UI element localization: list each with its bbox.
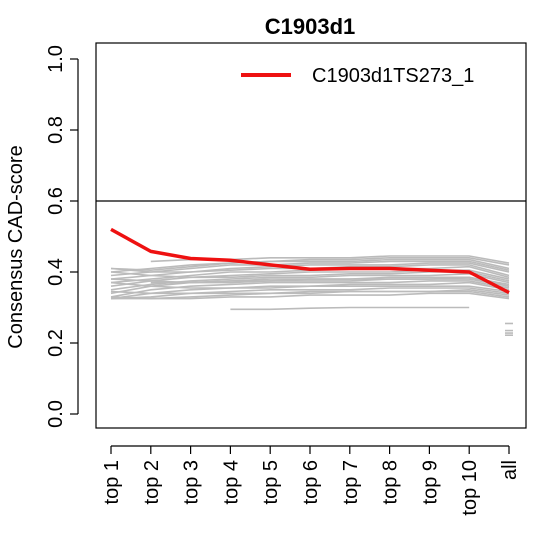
background-series-line: [110, 258, 510, 273]
x-tick-label: top 6: [300, 460, 322, 504]
y-tick-label: 1.0: [45, 45, 67, 73]
background-series-line: [110, 262, 510, 280]
y-tick-label: 0.6: [45, 187, 67, 215]
background-series-line: [110, 290, 510, 298]
highlight-series-line: [110, 227, 510, 295]
plot-frame: [95, 42, 527, 429]
x-tick-label: top 5: [260, 460, 282, 504]
background-series-line: [110, 287, 510, 300]
legend: C1903d1TS273_1: [241, 65, 474, 87]
background-series-line: [110, 257, 510, 272]
plot-area: 0.0 0.2 0.4 0.6 0.8 1.0 top 1 top 2 top 3 top 4 to…: [45, 42, 527, 516]
x-tick-label: top 2: [141, 460, 163, 504]
x-tick-label: top 7: [340, 460, 362, 504]
background-series-line: [110, 260, 510, 277]
x-tick-label: top 10: [459, 460, 481, 516]
background-series-line: [230, 306, 470, 311]
x-tick-label: top 8: [380, 460, 402, 504]
y-tick-label: 0.4: [45, 258, 67, 286]
y-tick-label: 0.2: [45, 329, 67, 357]
background-series-line: [150, 276, 510, 287]
y-tick-label: 0.0: [45, 400, 67, 428]
legend-label: C1903d1TS273_1: [312, 65, 474, 87]
x-tick-label: top 1: [101, 460, 123, 504]
x-tick-label: top 4: [220, 460, 242, 504]
background-series-line: [110, 281, 510, 293]
chart-title: C1903d1: [265, 14, 356, 39]
y-tick-label: 0.8: [45, 116, 67, 144]
x-tick-label: all: [499, 460, 521, 480]
background-series-line: [110, 292, 510, 300]
x-tick-label: top 3: [181, 460, 203, 504]
x-tick-label: top 9: [419, 460, 441, 504]
y-axis-label: Consensus CAD-score: [5, 145, 27, 348]
